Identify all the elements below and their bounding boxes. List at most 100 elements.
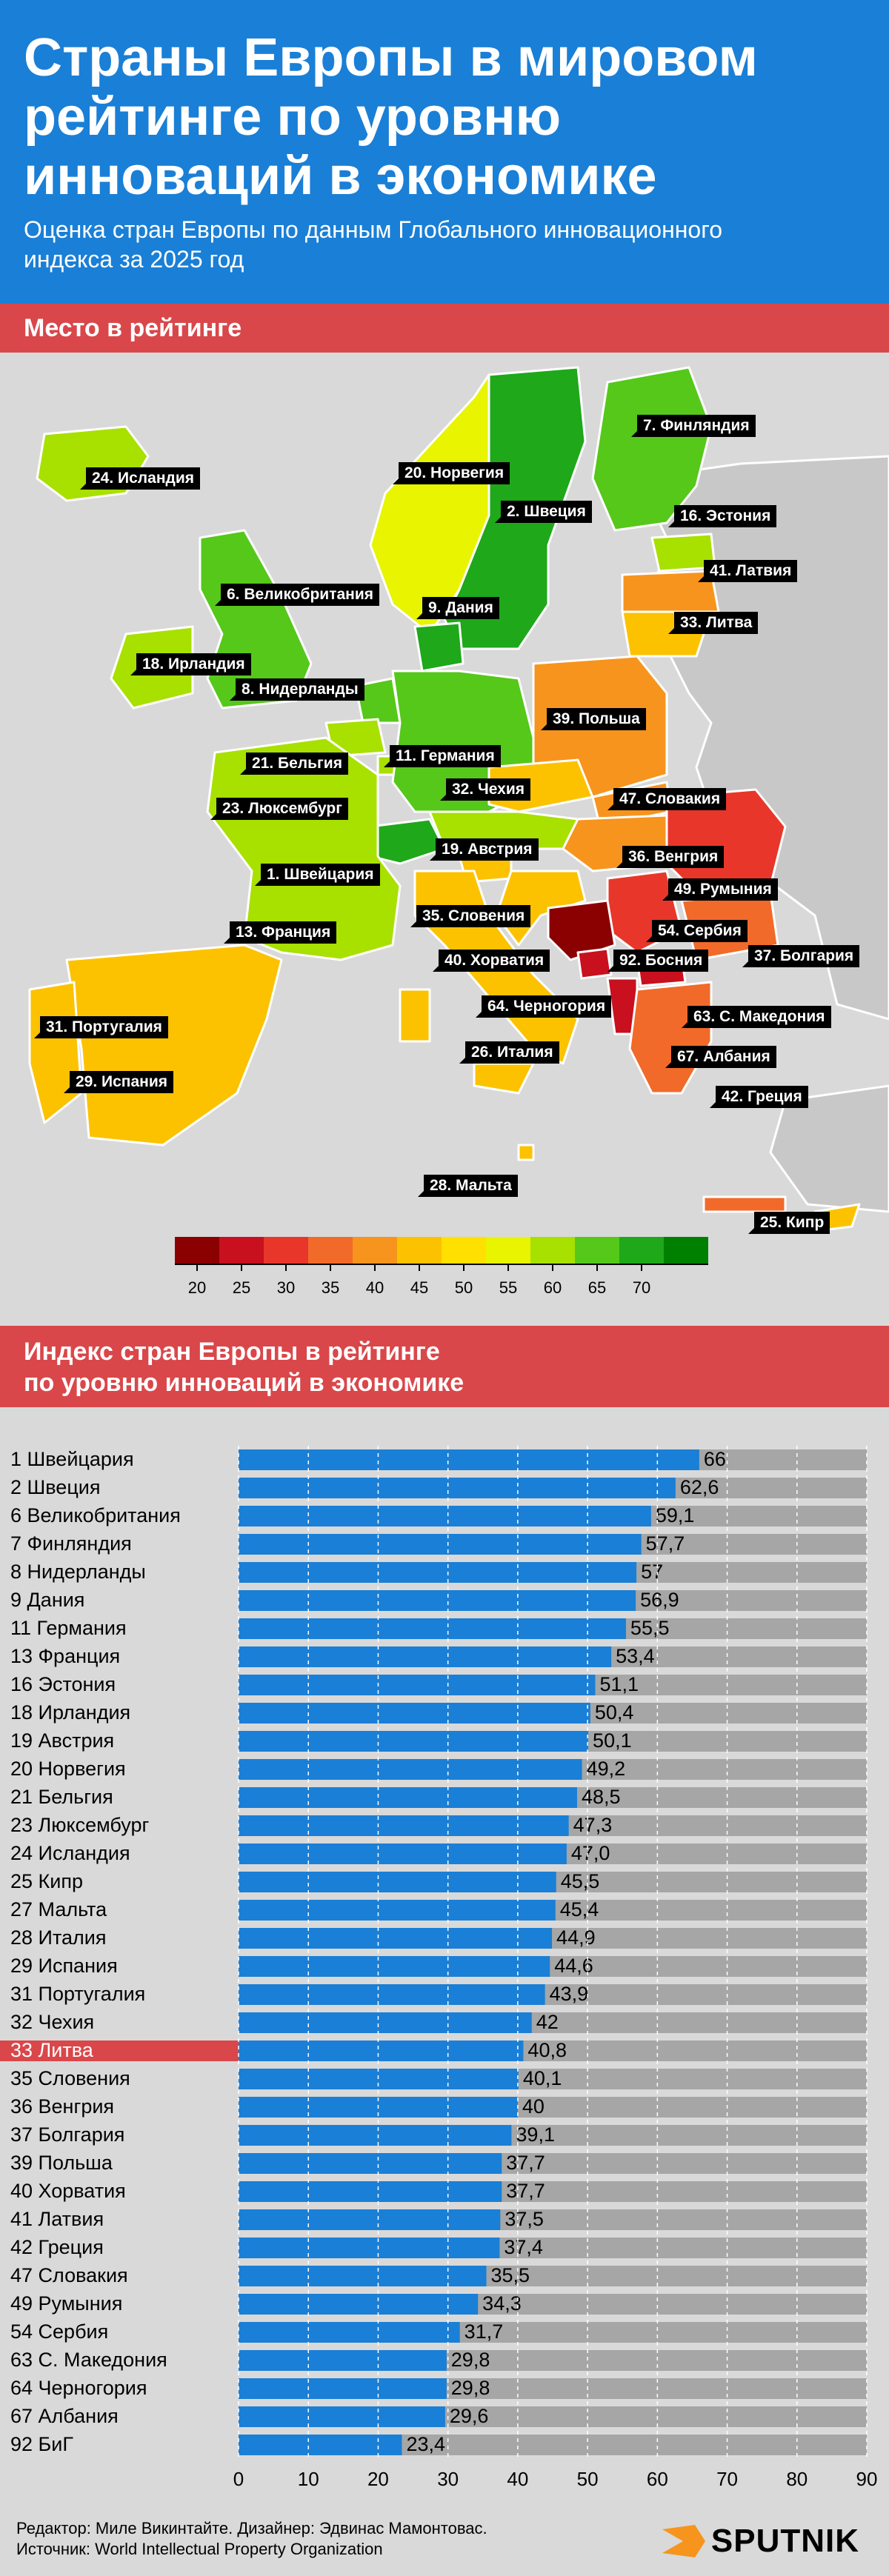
- bar: [239, 1872, 556, 1892]
- category-label: 31 Португалия: [10, 1983, 145, 2005]
- category-label: 29 Испания: [10, 1955, 118, 1977]
- value-label: 40,1: [523, 2067, 562, 2089]
- category-label: 8 Нидерланды: [10, 1561, 146, 1583]
- highlight-row: [0, 2041, 239, 2061]
- category-label: 27 Мальта: [10, 1898, 107, 1921]
- value-label: 37,4: [504, 2236, 543, 2258]
- legend-swatch: [175, 1237, 219, 1264]
- category-label: 36 Венгрия: [10, 2095, 114, 2118]
- value-label: 23,4: [406, 2433, 445, 2455]
- value-label: 29,8: [451, 2349, 490, 2371]
- bar: [239, 2238, 500, 2258]
- x-tick-label: 60: [647, 2468, 668, 2490]
- bar-chart: 1 Швейцария 66 2 Швеция 62,6 6 Великобритани…: [0, 1407, 889, 2503]
- chart-title-line2: по уровню инноваций в экономике: [24, 1369, 465, 1397]
- map-label-czechia: 32. Чехия: [439, 778, 531, 801]
- france-shape: [206, 736, 402, 961]
- value-label: 53,4: [616, 1645, 655, 1667]
- denmark-shape: [413, 621, 465, 673]
- value-label: 45,5: [561, 1870, 600, 1892]
- map-label-hungary: 36. Венгрия: [616, 846, 725, 868]
- value-label: 66: [704, 1448, 726, 1470]
- map-label-iceland: 24. Исландия: [80, 467, 200, 490]
- x-tick-label: 40: [507, 2468, 528, 2490]
- category-label: 49 Румыния: [10, 2292, 122, 2315]
- bar: [239, 1787, 577, 1808]
- bar: [239, 1590, 636, 1611]
- legend-swatch: [530, 1237, 575, 1264]
- map-label-lithuania: 33. Литва: [667, 612, 759, 634]
- map-label-romania: 49. Румыния: [662, 878, 778, 901]
- legend-tick-label: 50: [455, 1278, 473, 1297]
- credits-editor: Редактор: Миле Викинтайте. Дизайнер: Эдв…: [16, 2519, 487, 2537]
- map-label-greece: 42. Греция: [710, 1086, 808, 1108]
- value-label: 62,6: [680, 1476, 719, 1498]
- value-label: 57,7: [646, 1532, 685, 1555]
- value-label: 37,7: [506, 2180, 545, 2202]
- map-label-malta: 28. Мальта: [418, 1175, 518, 1197]
- category-label: 40 Хорватия: [10, 2180, 126, 2202]
- legend-tick-label: 30: [277, 1278, 295, 1297]
- category-label: 9 Дания: [10, 1589, 84, 1611]
- category-label: 18 Ирландия: [10, 1701, 130, 1724]
- bar: [239, 1843, 567, 1864]
- map-label-italy: 26. Италия: [459, 1041, 559, 1064]
- finland-shape: [591, 366, 713, 532]
- bar: [239, 2294, 479, 2315]
- header: Страны Европы в мировом рейтинге по уров…: [0, 0, 889, 304]
- bar: [239, 2350, 447, 2371]
- legend-swatch: [575, 1237, 619, 1264]
- bar: [239, 1759, 582, 1780]
- value-label: 49,2: [587, 1758, 626, 1780]
- category-label: 7 Финляндия: [10, 1532, 132, 1555]
- value-label: 29,8: [451, 2377, 490, 2399]
- legend-swatch: [442, 1237, 486, 1264]
- page-subtitle: Оценка стран Европы по данным Глобальног…: [24, 216, 722, 273]
- bar: [239, 1703, 590, 1724]
- bar: [239, 1534, 642, 1555]
- bar: [239, 1618, 626, 1639]
- category-label: 32 Чехия: [10, 2011, 94, 2033]
- category-label: 28 Италия: [10, 1926, 106, 1949]
- portugal-shape: [28, 981, 83, 1124]
- page-title: Страны Европы в мировом рейтинге по уров…: [24, 28, 758, 206]
- map-label-cyprus: 25. Кипр: [748, 1212, 830, 1234]
- bar: [239, 2266, 487, 2286]
- bar: [239, 1984, 545, 2005]
- map-label-germany: 11. Германия: [384, 745, 501, 767]
- crete-shape: [702, 1195, 787, 1213]
- x-tick-label: 10: [298, 2468, 319, 2490]
- map-label-uk: 6. Великобритания: [214, 584, 380, 606]
- map-label-norway: 20. Норвегия: [392, 462, 510, 484]
- map-label-estonia: 16. Эстония: [667, 505, 777, 527]
- chart-section-title: Индекс стран Европы в рейтинге по уровню…: [0, 1326, 889, 1407]
- color-legend: 20 25 30 35 40 45 50 55 60 65 70: [175, 1237, 708, 1297]
- category-label: 16 Эстония: [10, 1673, 116, 1695]
- map-label-denmark: 9. Дания: [416, 597, 499, 619]
- bar: [239, 2378, 447, 2399]
- map-label-austria: 19. Австрия: [430, 838, 539, 861]
- x-tick-label: 0: [233, 2468, 244, 2490]
- category-label: 23 Люксембург: [10, 1814, 149, 1836]
- map-label-serbia: 54. Сербия: [646, 920, 748, 942]
- legend-swatch: [353, 1237, 397, 1264]
- category-label: 25 Кипр: [10, 1870, 83, 1892]
- bar: [239, 2435, 402, 2455]
- spain-shape: [65, 944, 283, 1147]
- value-label: 50,4: [595, 1701, 634, 1724]
- x-tick-label: 30: [437, 2468, 459, 2490]
- x-tick-label: 50: [577, 2468, 599, 2490]
- bar: [239, 2406, 445, 2427]
- map-label-bulgaria: 37. Болгария: [742, 945, 860, 967]
- bar: [239, 1449, 699, 1470]
- iceland-shape: [36, 425, 150, 502]
- bar: [239, 2322, 460, 2343]
- map-label-latvia: 41. Латвия: [697, 560, 798, 582]
- brand-name: SPUTNIK: [710, 2523, 859, 2559]
- value-label: 56,9: [640, 1589, 679, 1611]
- map-label-switzerland: 1. Швейцария: [255, 864, 380, 886]
- legend-swatch: [664, 1237, 708, 1264]
- map-label-albania: 67. Албания: [665, 1046, 776, 1068]
- legend-tick-label: 40: [366, 1278, 384, 1297]
- map-label-north-macedonia: 63. С. Македония: [682, 1006, 831, 1028]
